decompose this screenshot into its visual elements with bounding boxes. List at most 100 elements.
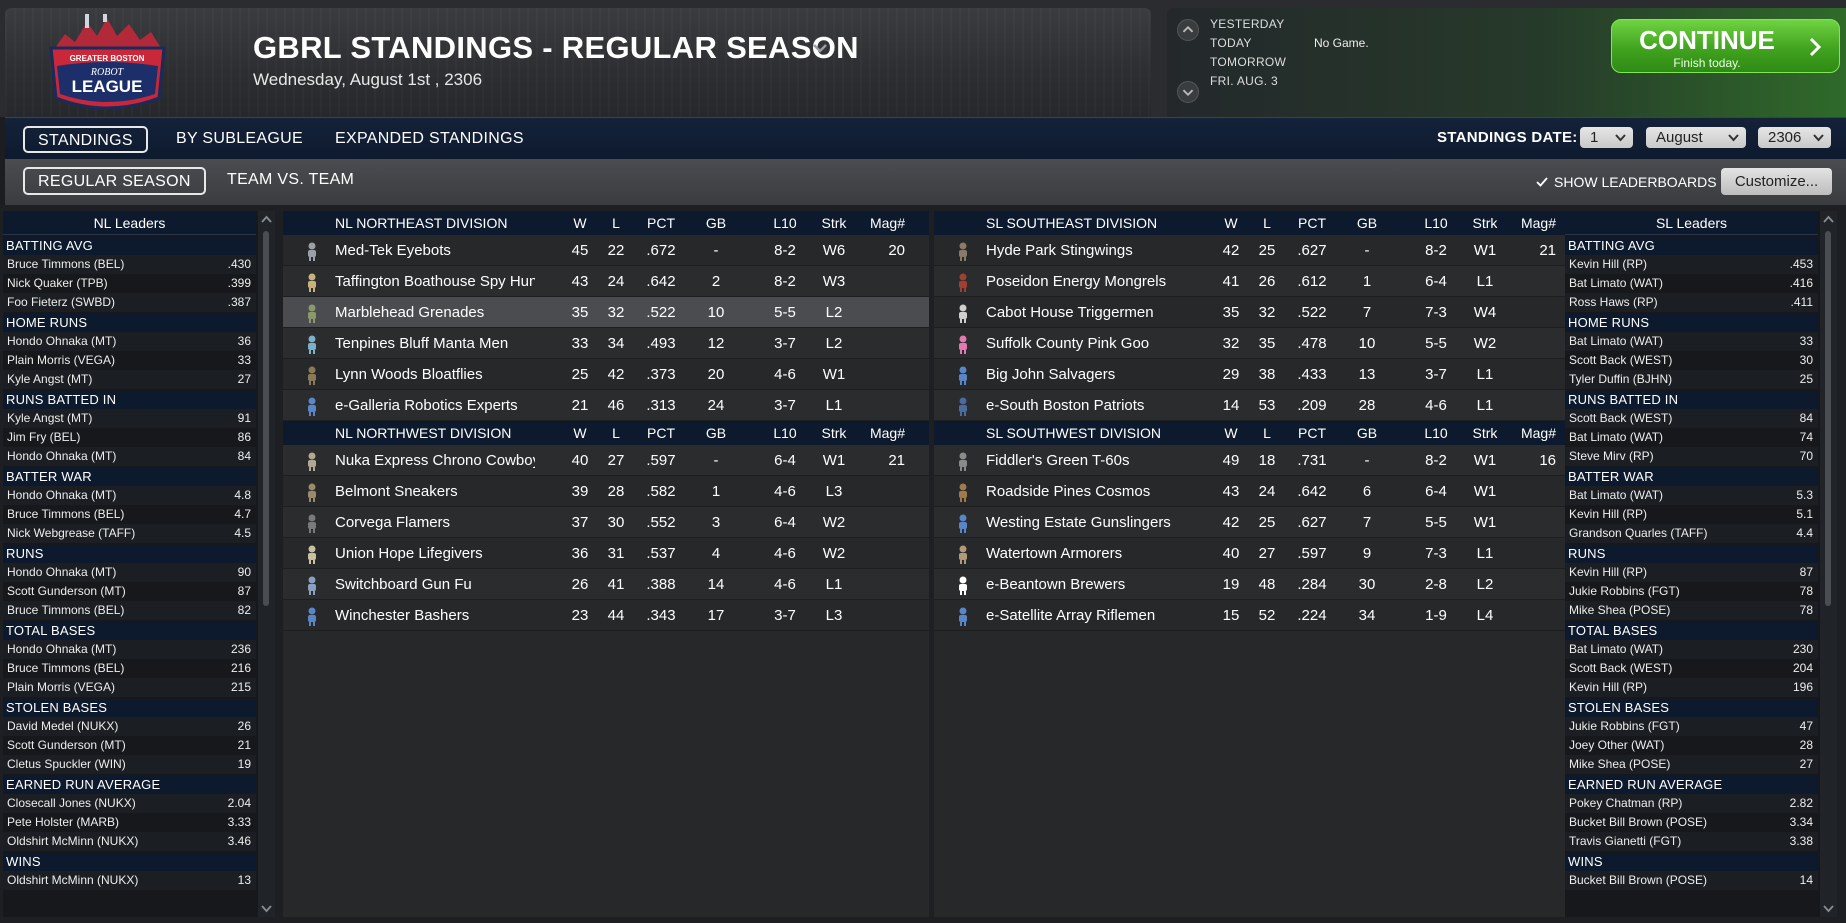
- nl-leaders-scrollbar[interactable]: [258, 211, 275, 917]
- leader-player[interactable]: Plain Morris (VEGA): [7, 353, 116, 367]
- column-header-strk[interactable]: Strk: [821, 215, 847, 231]
- leaderboard-row[interactable]: Scott Gunderson (MT) 87: [3, 582, 256, 601]
- team-row[interactable]: Corvega Flamers 37 30 .552 3 6-4 W2: [283, 507, 929, 538]
- leader-player[interactable]: Kyle Angst (MT): [7, 372, 93, 386]
- team-name[interactable]: Marblehead Grenades: [335, 304, 485, 321]
- column-header-l[interactable]: L: [612, 215, 620, 231]
- leader-player[interactable]: Oldshirt McMinn (NUKX): [7, 834, 139, 848]
- scrollbar-thumb[interactable]: [263, 231, 269, 606]
- column-header-l10[interactable]: L10: [1424, 215, 1448, 231]
- team-name[interactable]: Med-Tek Eyebots: [335, 242, 451, 259]
- leaderboard-row[interactable]: Jukie Robbins (FGT) 78: [1565, 582, 1818, 601]
- team-name[interactable]: Belmont Sneakers: [335, 483, 458, 500]
- leader-player[interactable]: Travis Gianetti (FGT): [1569, 834, 1682, 848]
- leaderboard-row[interactable]: Pokey Chatman (RP) 2.82: [1565, 794, 1818, 813]
- leader-player[interactable]: Nick Webgrease (TAFF): [7, 526, 136, 540]
- team-name[interactable]: Corvega Flamers: [335, 514, 451, 531]
- league-logo[interactable]: GREATER BOSTON ROBOT LEAGUE: [45, 14, 170, 112]
- team-row[interactable]: Roadside Pines Cosmos 43 24 .642 6 6-4 W1: [934, 476, 1580, 507]
- column-header-mag[interactable]: Mag#: [869, 215, 905, 231]
- leaderboard-row[interactable]: Bat Limato (WAT) 230: [1565, 640, 1818, 659]
- leader-player[interactable]: Bat Limato (WAT): [1569, 276, 1664, 290]
- leaderboard-row[interactable]: Hondo Ohnaka (MT) 236: [3, 640, 256, 659]
- leader-player[interactable]: Hondo Ohnaka (MT): [7, 334, 117, 348]
- tab-regular-season[interactable]: REGULAR SEASON: [23, 167, 206, 195]
- team-row[interactable]: Big John Salvagers 29 38 .433 13 3-7 L1: [934, 359, 1580, 390]
- leaderboard-row[interactable]: Plain Morris (VEGA) 33: [3, 351, 256, 370]
- team-row[interactable]: Poseidon Energy Mongrels 41 26 .612 1 6-4 L1: [934, 266, 1580, 297]
- column-header-strk[interactable]: Strk: [1472, 425, 1498, 441]
- leader-player[interactable]: Scott Gunderson (MT): [7, 584, 126, 598]
- column-header-l[interactable]: L: [612, 425, 620, 441]
- chevron-up-icon[interactable]: [1823, 215, 1834, 224]
- team-name[interactable]: Switchboard Gun Fu: [335, 576, 472, 593]
- team-row[interactable]: Westing Estate Gunslingers 42 25 .627 7 5-5 W1: [934, 507, 1580, 538]
- leader-player[interactable]: Scott Back (WEST): [1569, 661, 1673, 675]
- leaderboard-row[interactable]: Bucket Bill Brown (POSE) 14: [1565, 871, 1818, 890]
- leader-player[interactable]: Kevin Hill (RP): [1569, 507, 1648, 521]
- leaderboard-row[interactable]: Bruce Timmons (BEL) 4.7: [3, 505, 256, 524]
- month-select[interactable]: August: [1646, 127, 1746, 148]
- leader-player[interactable]: Tyler Duffin (BJHN): [1569, 372, 1673, 386]
- leaderboard-row[interactable]: Nick Quaker (TPB) .399: [3, 274, 256, 293]
- leader-player[interactable]: Pokey Chatman (RP): [1569, 796, 1683, 810]
- tab-by-subleague[interactable]: BY SUBLEAGUE: [176, 130, 303, 147]
- leader-player[interactable]: Steve Mirv (RP): [1569, 449, 1654, 463]
- continue-button[interactable]: CONTINUE Finish today.: [1611, 19, 1840, 73]
- leaderboard-row[interactable]: Plain Morris (VEGA) 215: [3, 678, 256, 697]
- chevron-down-icon[interactable]: [1823, 904, 1834, 913]
- team-row[interactable]: e-Satellite Array Riflemen 15 52 .224 34 1-9 L…: [934, 600, 1580, 631]
- column-header-w[interactable]: W: [573, 215, 587, 231]
- leader-player[interactable]: Jukie Robbins (FGT): [1569, 584, 1680, 598]
- schedule-today[interactable]: TODAY: [1210, 36, 1252, 50]
- chevron-down-icon[interactable]: [812, 40, 828, 56]
- column-header-gb[interactable]: GB: [705, 215, 727, 231]
- column-header-w[interactable]: W: [1224, 215, 1238, 231]
- team-name[interactable]: e-Satellite Array Riflemen: [986, 607, 1156, 624]
- leader-player[interactable]: Mike Shea (POSE): [1569, 757, 1671, 771]
- leader-player[interactable]: Oldshirt McMinn (NUKX): [7, 873, 139, 887]
- leader-player[interactable]: Jim Fry (BEL): [7, 430, 81, 444]
- team-name[interactable]: Big John Salvagers: [986, 366, 1116, 383]
- leader-player[interactable]: Hondo Ohnaka (MT): [7, 449, 117, 463]
- chevron-up-icon[interactable]: [1177, 19, 1199, 41]
- leaderboard-row[interactable]: Closecall Jones (NUKX) 2.04: [3, 794, 256, 813]
- column-header-w[interactable]: W: [573, 425, 587, 441]
- schedule-next-day[interactable]: FRI. AUG. 3: [1210, 74, 1278, 88]
- leader-player[interactable]: Bruce Timmons (BEL): [7, 257, 125, 271]
- team-name[interactable]: Lynn Woods Bloatflies: [335, 366, 483, 383]
- team-name[interactable]: Hyde Park Stingwings: [986, 242, 1133, 259]
- year-select[interactable]: 2306: [1758, 127, 1831, 148]
- leaderboard-row[interactable]: Hondo Ohnaka (MT) 4.8: [3, 486, 256, 505]
- leader-player[interactable]: Scott Gunderson (MT): [7, 738, 126, 752]
- leader-player[interactable]: Ross Haws (RP): [1569, 295, 1658, 309]
- leaderboard-row[interactable]: Pete Holster (MARB) 3.33: [3, 813, 256, 832]
- tab-team-vs-team[interactable]: TEAM VS. TEAM: [227, 171, 355, 188]
- leader-player[interactable]: Foo Fieterz (SWBD): [7, 295, 116, 309]
- leader-player[interactable]: Bat Limato (WAT): [1569, 488, 1664, 502]
- column-header-strk[interactable]: Strk: [821, 425, 847, 441]
- leader-player[interactable]: Closecall Jones (NUKX): [7, 796, 136, 810]
- day-select[interactable]: 1: [1580, 127, 1633, 148]
- leaderboard-row[interactable]: Kyle Angst (MT) 27: [3, 370, 256, 389]
- leader-player[interactable]: Bucket Bill Brown (POSE): [1569, 815, 1708, 829]
- leaderboard-row[interactable]: Jukie Robbins (FGT) 47: [1565, 717, 1818, 736]
- leaderboard-row[interactable]: Tyler Duffin (BJHN) 25: [1565, 370, 1818, 389]
- team-name[interactable]: Poseidon Energy Mongrels: [986, 273, 1167, 290]
- team-row[interactable]: Switchboard Gun Fu 26 41 .388 14 4-6 L1: [283, 569, 929, 600]
- leaderboard-row[interactable]: Bruce Timmons (BEL) 216: [3, 659, 256, 678]
- team-name[interactable]: Taffington Boathouse Spy Hun: [335, 273, 535, 290]
- leaderboard-row[interactable]: Ross Haws (RP) .411: [1565, 293, 1818, 312]
- column-header-mag[interactable]: Mag#: [869, 425, 905, 441]
- tab-standings[interactable]: STANDINGS: [23, 126, 148, 153]
- leaderboard-row[interactable]: Bat Limato (WAT) .416: [1565, 274, 1818, 293]
- leaderboard-row[interactable]: Mike Shea (POSE) 27: [1565, 755, 1818, 774]
- leader-player[interactable]: Kevin Hill (RP): [1569, 680, 1648, 694]
- column-header-l10[interactable]: L10: [1424, 425, 1448, 441]
- leaderboard-row[interactable]: Kevin Hill (RP) 5.1: [1565, 505, 1818, 524]
- team-name[interactable]: e-Beantown Brewers: [986, 576, 1126, 593]
- team-row[interactable]: Union Hope Lifegivers 36 31 .537 4 4-6 W2: [283, 538, 929, 569]
- leaderboard-row[interactable]: Foo Fieterz (SWBD) .387: [3, 293, 256, 312]
- leaderboard-row[interactable]: Nick Webgrease (TAFF) 4.5: [3, 524, 256, 543]
- leader-player[interactable]: Hondo Ohnaka (MT): [7, 565, 117, 579]
